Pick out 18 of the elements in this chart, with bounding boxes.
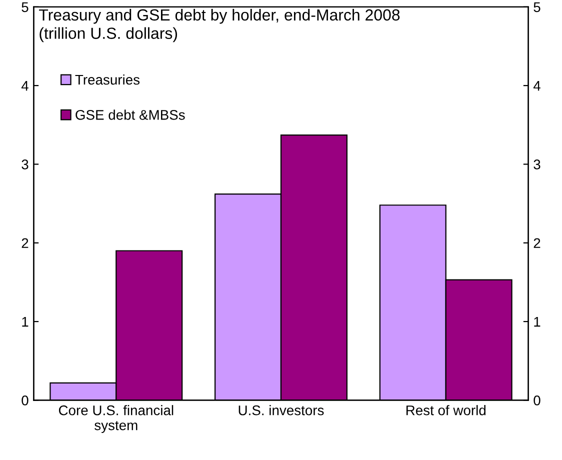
text: Treasury and GSE debt by holder, end-March 2008 (trillion U.S. dollars) [39,8,400,42]
y2-tick-label: 0 [534,396,540,406]
y-tick-label: 3 [22,160,28,170]
legend-label: Treasuries [75,74,140,85]
y2-tick-label: 1 [534,317,540,327]
y2-tick-label: 4 [533,81,540,91]
legend-label: GSE debt &MBSs [76,110,185,120]
x-tick-label: Core U.S. financial system [58,405,174,433]
y-tick-label: 4 [21,81,28,91]
y-tick-label: 0 [22,396,28,406]
y2-tick-label: 2 [534,238,540,248]
y-tick-label: 5 [22,2,28,12]
y2-tick-label: 5 [534,2,540,12]
y-tick-label: 2 [22,238,28,248]
y-tick-label: 1 [22,317,28,327]
y2-tick-label: 3 [534,160,540,170]
x-tick-label: U.S. investors [238,405,324,416]
x-tick-label: Rest of world [406,405,486,416]
